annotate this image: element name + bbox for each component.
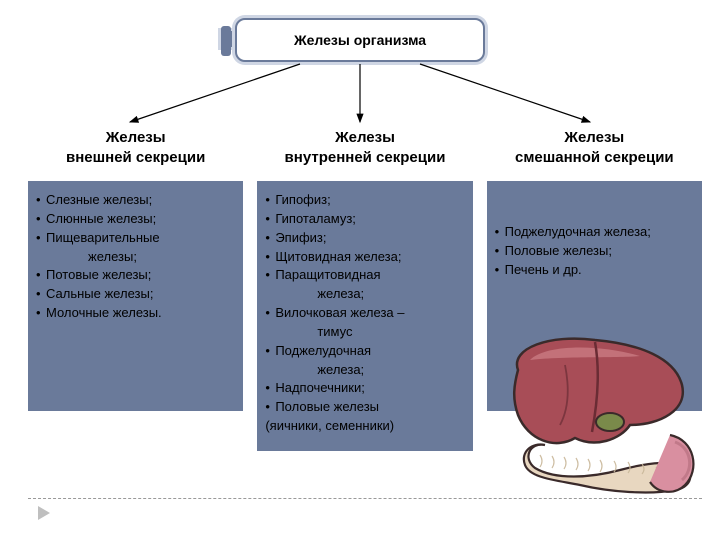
- list-item: Щитовидная железа;: [265, 248, 464, 267]
- list-item-cont: железы;: [36, 248, 235, 267]
- list-item: Слезные железы;: [36, 191, 235, 210]
- list-item-cont: (яичники, семенники): [265, 417, 464, 436]
- list-item-cont: железа;: [265, 361, 464, 380]
- list-item: Слюнные железы;: [36, 210, 235, 229]
- col-list-2: Гипофиз;Гипоталамуз;Эпифиз;Щитовидная же…: [265, 191, 464, 436]
- col-body-1: Слезные железы;Слюнные железы;Пищеварите…: [28, 181, 243, 411]
- list-item: Печень и др.: [495, 261, 694, 280]
- col-body-2: Гипофиз;Гипоталамуз;Эпифиз;Щитовидная же…: [257, 181, 472, 451]
- col-list-1: Слезные железы;Слюнные железы;Пищеварите…: [36, 191, 235, 323]
- column-external: Железы внешней секреции Слезные железы;С…: [28, 128, 243, 451]
- list-item: Эпифиз;: [265, 229, 464, 248]
- list-item: Потовые железы;: [36, 266, 235, 285]
- list-item-cont: тимус: [265, 323, 464, 342]
- col-title-3: Железы смешанной секреции: [487, 128, 702, 167]
- organ-illustration: [500, 330, 700, 505]
- footer-flag-icon: [38, 506, 50, 520]
- col-title-1: Железы внешней секреции: [28, 128, 243, 167]
- list-item: Поджелудочная: [265, 342, 464, 361]
- list-item-cont: железа;: [265, 285, 464, 304]
- list-item: Вилочковая железа –: [265, 304, 464, 323]
- list-item: Половые железы;: [495, 242, 694, 261]
- list-item: Пищеварительные: [36, 229, 235, 248]
- list-item: Половые железы: [265, 398, 464, 417]
- col-title-2: Железы внутренней секреции: [257, 128, 472, 167]
- list-item: Паращитовидная: [265, 266, 464, 285]
- col-list-3: Поджелудочная железа;Половые железы;Пече…: [495, 223, 694, 280]
- title-text: Железы организма: [294, 32, 426, 48]
- list-item: Поджелудочная железа;: [495, 223, 694, 242]
- column-internal: Железы внутренней секреции Гипофиз;Гипот…: [257, 128, 472, 451]
- list-item: Гипофиз;: [265, 191, 464, 210]
- list-item: Гипоталамуз;: [265, 210, 464, 229]
- list-item: Сальные железы;: [36, 285, 235, 304]
- list-item: Надпочечники;: [265, 379, 464, 398]
- list-item: Молочные железы.: [36, 304, 235, 323]
- title-box: Железы организма: [235, 18, 485, 62]
